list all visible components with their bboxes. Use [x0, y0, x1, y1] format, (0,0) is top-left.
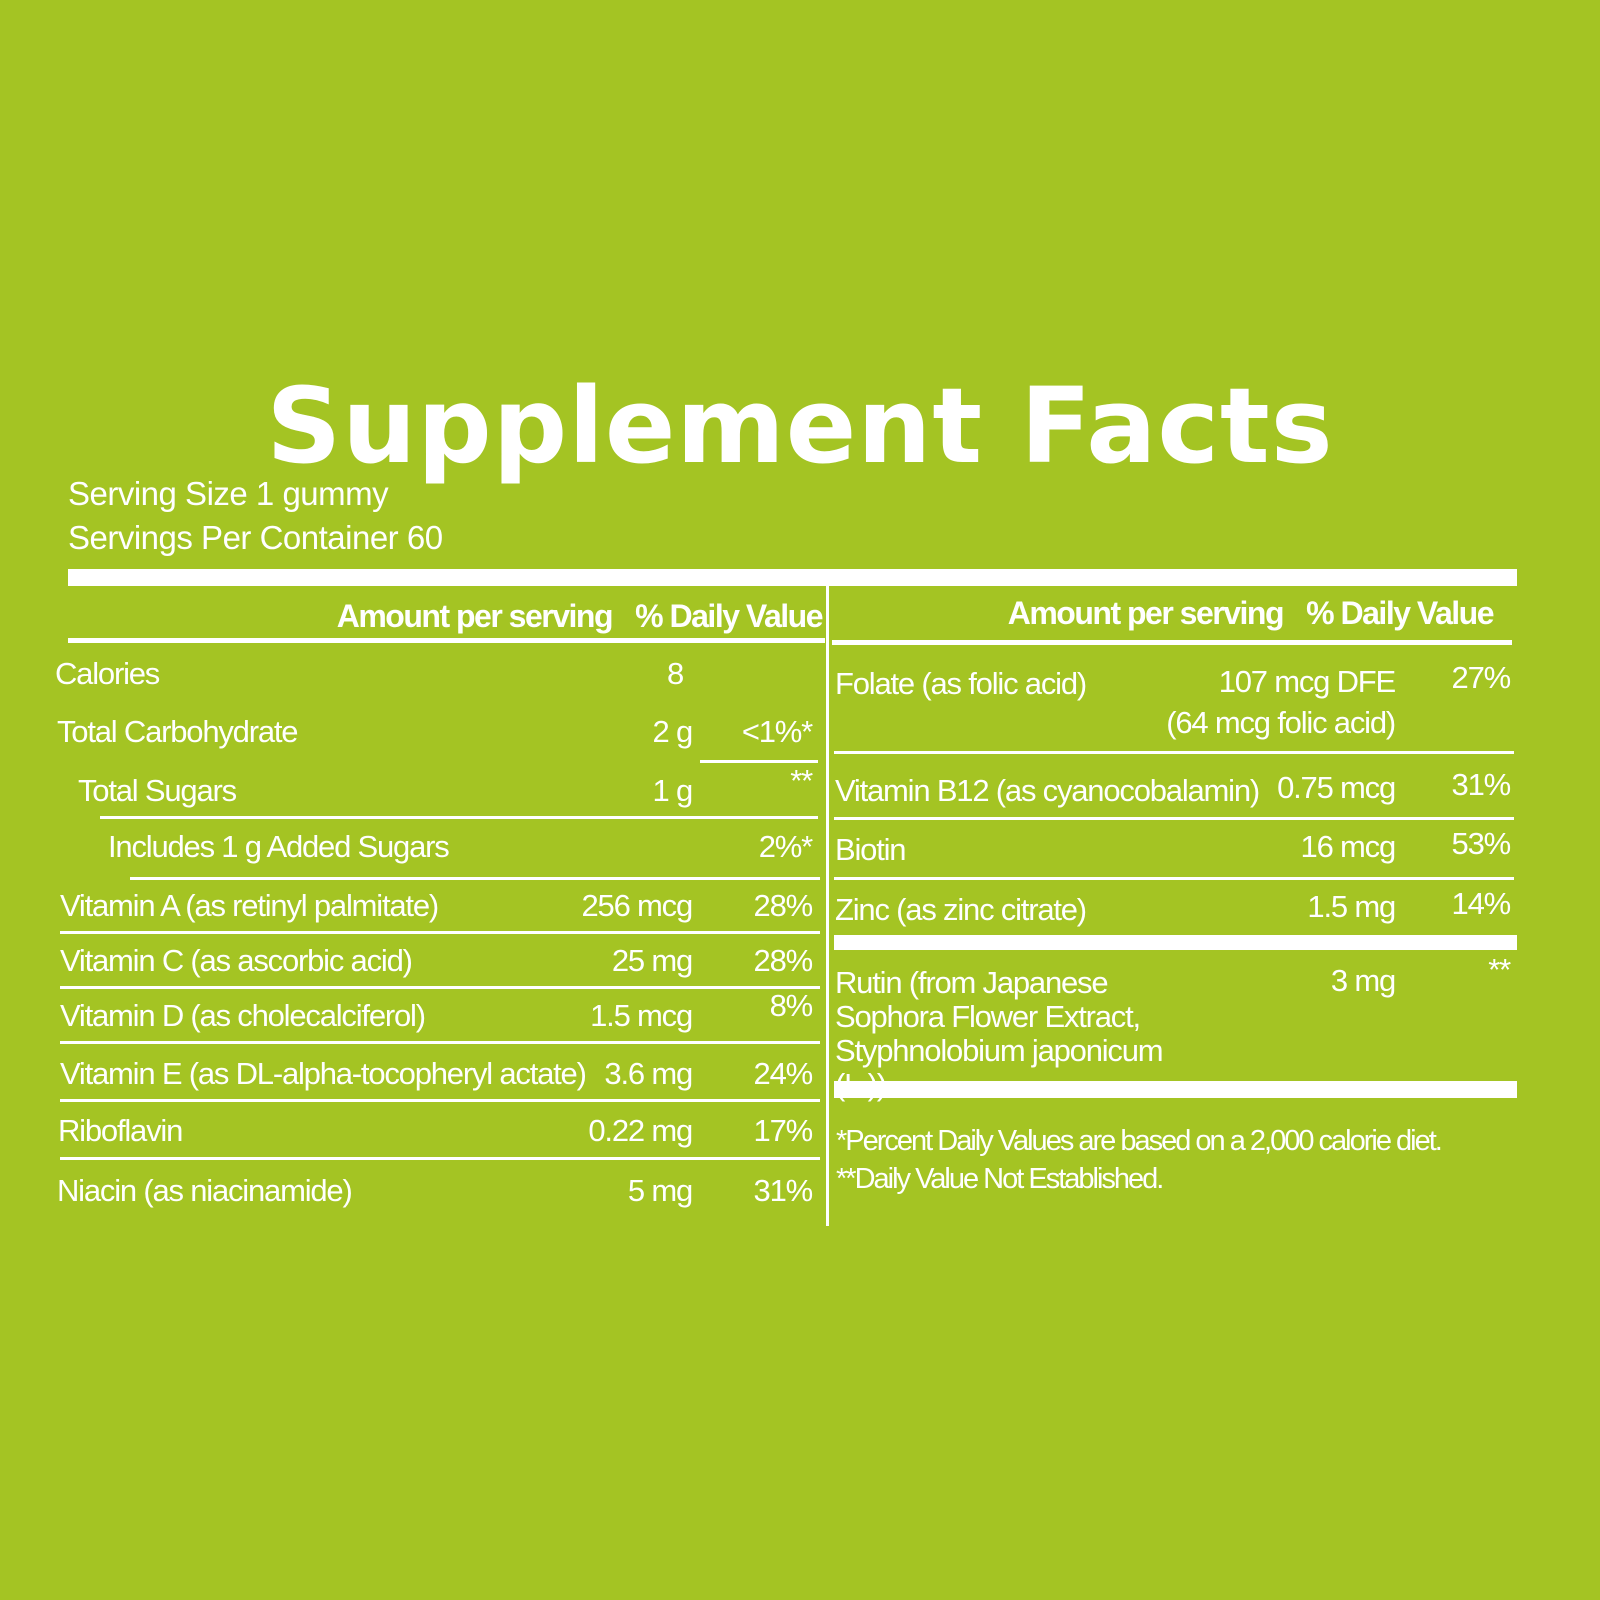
nutrient-name: Includes 1 g Added Sugars: [108, 829, 450, 864]
daily-value: 28%: [753, 943, 814, 978]
nutrient-name: Biotin: [835, 832, 907, 867]
daily-value: 31%: [1451, 767, 1512, 802]
rule: [68, 638, 825, 643]
rule: [832, 640, 1512, 645]
rule: [130, 877, 820, 880]
header-daily-value: % Daily Value: [1306, 595, 1494, 631]
daily-value: 8%: [769, 988, 814, 1023]
rule: [60, 931, 820, 934]
daily-value: 17%: [753, 1113, 814, 1148]
daily-value: <1%*: [741, 714, 813, 749]
daily-value: 31%: [753, 1173, 814, 1208]
nutrient-name: Zinc (as zinc citrate): [835, 892, 1087, 927]
thick-rule: [834, 1081, 1517, 1098]
footnote: *Percent Daily Values are based on a 2,0…: [836, 1125, 1443, 1157]
rule: [60, 1099, 820, 1102]
servings-per-container: Servings Per Container 60: [68, 519, 443, 556]
header-daily-value: % Daily Value: [635, 598, 823, 634]
nutrient-name: Calories: [55, 656, 160, 691]
amount: 0.22 mg: [588, 1113, 693, 1148]
rule: [834, 817, 1514, 820]
nutrient-name: Riboflavin: [58, 1113, 183, 1148]
amount: 3.6 mg: [604, 1056, 693, 1091]
daily-value: 27%: [1451, 660, 1512, 695]
rule: [700, 760, 818, 763]
rule: [100, 816, 818, 819]
rule: [834, 751, 1514, 754]
header-amount: Amount per serving: [1007, 595, 1285, 631]
rule: [60, 986, 820, 989]
daily-value: 2%*: [758, 829, 813, 864]
amount: 2 g: [652, 714, 694, 749]
daily-value: **: [1488, 952, 1511, 987]
nutrient-name: Vitamin A (as retinyl palmitate): [60, 888, 439, 923]
rule: [60, 1157, 820, 1160]
amount: 107 mcg DFE: [1218, 664, 1397, 699]
amount: 5 mg: [627, 1173, 693, 1208]
amount: 25 mg: [611, 943, 693, 978]
amount: 16 mcg: [1300, 829, 1397, 864]
nutrient-name: Niacin (as niacinamide): [57, 1173, 353, 1208]
thick-rule: [68, 569, 1517, 586]
daily-value: 53%: [1451, 826, 1512, 861]
amount: 1.5 mcg: [590, 998, 693, 1033]
nutrient-name: Folate (as folic acid): [835, 666, 1087, 701]
header-amount: Amount per serving: [336, 598, 614, 634]
amount: 1 g: [652, 773, 694, 808]
nutrient-name: Total Carbohydrate: [57, 714, 299, 749]
nutrient-name: Vitamin E (as DL-alpha-tocopheryl actate…: [60, 1056, 587, 1091]
column-divider: [826, 586, 829, 1226]
serving-size: Serving Size 1 gummy: [68, 475, 389, 512]
amount: 256 mcg: [581, 888, 694, 923]
rule: [60, 1041, 820, 1044]
daily-value: 28%: [753, 888, 814, 923]
thick-rule: [834, 935, 1517, 950]
nutrient-name: Vitamin D (as cholecalciferol): [60, 998, 426, 1033]
daily-value: **: [790, 763, 813, 798]
amount: 0.75 mcg: [1277, 770, 1396, 805]
footnote: **Daily Value Not Established.: [836, 1163, 1164, 1195]
rule: [834, 877, 1514, 880]
title: Supplement Facts: [266, 365, 1334, 487]
amount: 8: [666, 656, 684, 691]
nutrient-name: Vitamin B12 (as cyanocobalamin): [835, 773, 1260, 808]
amount: 1.5 mg: [1307, 889, 1396, 924]
daily-value: 24%: [753, 1056, 814, 1091]
amount-note: (64 mcg folic acid): [1166, 705, 1396, 740]
amount: 3 mg: [1330, 963, 1396, 998]
daily-value: 14%: [1451, 886, 1512, 921]
nutrient-name: Vitamin C (as ascorbic acid): [60, 943, 413, 978]
nutrient-name: Rutin (from Japanese Sophora Flower Extr…: [835, 965, 1164, 1102]
nutrient-name: Total Sugars: [78, 773, 237, 808]
